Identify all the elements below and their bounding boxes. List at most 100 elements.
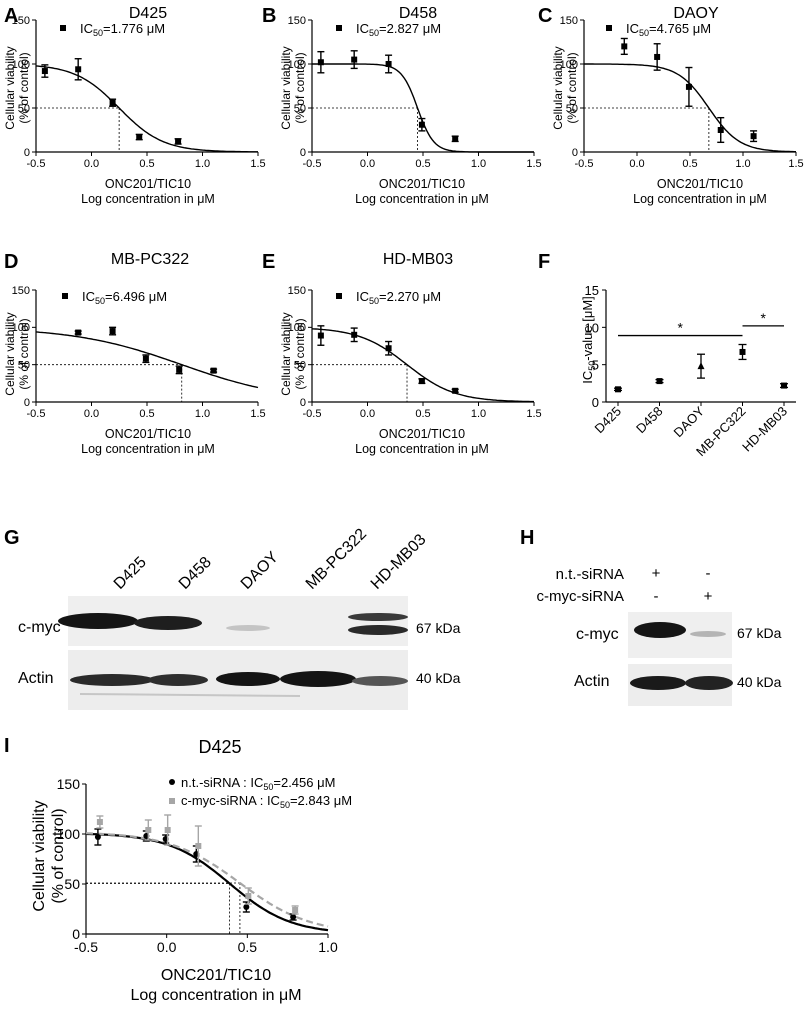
panel-i-xtick-label-1: 0.0 (157, 939, 177, 955)
panel-i-ylabel-1: Cellular viability (31, 800, 48, 911)
panel-i-series-nt-point-4 (243, 904, 250, 910)
panel-f-ytick-label-2: 10 (585, 320, 599, 335)
panel-a-title: D425 (129, 5, 167, 22)
blot-g-actin-band-hdmb03 (352, 676, 408, 686)
panel-b-point-2 (385, 61, 392, 67)
panel-f-significance-star-0: * (678, 320, 684, 336)
panel-i-legend-marker-nt (169, 779, 175, 785)
panel-b-ytick-label-1: 50 (294, 103, 306, 115)
panel-e-ytick-label-2: 100 (288, 322, 306, 334)
panel-letter-h: H (520, 527, 534, 549)
panel-i-series-cmyc-curve (85, 832, 329, 928)
blot-h-row-label-actin: Actin (574, 673, 610, 690)
panel-letter-i: I (4, 735, 10, 757)
panel-e-point-0 (317, 332, 324, 339)
panel-d-xtick-label-3: 1.0 (195, 408, 210, 420)
panel-a-chart: D425 IC50=1.776 μM Cellular viability (%… (3, 5, 266, 206)
panel-a-ytick-label-0: 0 (24, 147, 30, 159)
panel-b-xtick-label-4: 1.5 (526, 158, 541, 170)
panel-i-ytick-label-0: 0 (72, 926, 80, 942)
panel-b-ylabel-1: Cellular viability (279, 46, 293, 129)
panel-d-xlabel-1: ONC201/TIC10 (105, 427, 191, 441)
panel-i-series-cmyc-point-0 (96, 819, 103, 825)
panel-a-point-4 (175, 138, 182, 145)
panel-i-series-cmyc-point-1 (145, 827, 152, 833)
panel-i-ytick-label-3: 150 (57, 776, 81, 792)
panel-e-point-3 (418, 378, 425, 385)
blot-g-actin-band-d458 (148, 674, 208, 686)
blot-h-cond1-mark-2: - (706, 565, 711, 582)
panel-a-xtick-label-1: 0.0 (84, 158, 99, 170)
panel-e-ytick-label-0: 0 (300, 397, 306, 409)
panel-a-point-0 (41, 68, 48, 75)
panel-i-xlabel-2: Log concentration in μM (130, 987, 301, 1004)
panel-a-xlabel-1: ONC201/TIC10 (105, 177, 191, 191)
panel-d-xtick-label-4: 1.5 (250, 408, 265, 420)
panel-b-legend-marker (336, 25, 342, 31)
panel-i-chart: D425 n.t.-siRNA : IC50=2.456 μM c-myc-si… (31, 737, 352, 1004)
blot-h-cond2-label: c-myc-siRNA (537, 588, 625, 605)
panel-e-ylabel-1: Cellular viability (279, 312, 293, 395)
panel-i-xtick-label-2: 0.5 (238, 939, 258, 955)
panel-c-point-0 (621, 43, 628, 50)
panel-c-xlabel-1: ONC201/TIC10 (657, 177, 743, 191)
blot-g-cmyc-band-d458 (134, 616, 202, 630)
panel-c-ylabel-1: Cellular viability (551, 46, 565, 129)
panel-d-legend-marker (62, 293, 68, 299)
panel-i-series-cmyc-point-4 (245, 893, 252, 899)
panel-b-ylabel-2: (% of control) (293, 52, 307, 123)
panel-i-series-cmyc-point-5 (292, 907, 299, 913)
panel-a-xtick-label-2: 0.5 (139, 158, 154, 170)
panel-i-ytick-label-2: 100 (57, 826, 81, 842)
blot-g-lane-label-5: HD-MB03 (368, 531, 430, 593)
panel-e-xlabel-2: Log concentration in μM (355, 442, 489, 456)
panel-d-ylabel-2: (% of control) (17, 318, 31, 389)
panel-f-point-2 (697, 362, 705, 370)
panel-d-ylabel-1: Cellular viability (3, 312, 17, 395)
panel-b-legend: IC50=2.827 μM (356, 21, 441, 38)
panel-a-ytick-label-2: 100 (12, 59, 30, 71)
panel-a-ylabel-1: Cellular viability (3, 46, 17, 129)
panel-d-xtick-label-0: -0.5 (27, 408, 46, 420)
blot-g-actin-faint-band (79, 693, 301, 697)
blot-g-row-label-cmyc: c-myc (18, 619, 61, 636)
panel-b-point-0 (317, 59, 324, 66)
panel-d-point-4 (210, 367, 217, 374)
blot-h-cond1-label: n.t.-siRNA (556, 566, 624, 583)
panel-c-point-4 (750, 133, 757, 140)
panel-b-ytick-label-2: 100 (288, 59, 306, 71)
panel-a-ytick-label-3: 150 (12, 15, 30, 27)
blot-g-row-label-actin: Actin (18, 670, 54, 687)
panel-c-ytick-label-0: 0 (572, 147, 578, 159)
panel-letter-a: A (4, 5, 18, 27)
panel-f-category-label-2: DAOY (670, 403, 707, 440)
blot-h-cmyc-band-nt (634, 622, 686, 638)
panel-d-fit-curve (35, 331, 259, 389)
panel-a-xtick-label-4: 1.5 (250, 158, 265, 170)
panel-c-ytick-label-3: 150 (560, 15, 578, 27)
panel-i-legend-marker-cmyc (169, 798, 175, 804)
panel-e-ytick-label-3: 150 (288, 285, 306, 297)
panel-e-xtick-label-2: 0.5 (415, 408, 430, 420)
panel-c-xtick-label-1: 0.0 (629, 158, 644, 170)
panel-c-point-1 (654, 53, 661, 60)
panel-b-point-4 (452, 135, 459, 142)
panel-d-xtick-label-1: 0.0 (84, 408, 99, 420)
panel-b-xtick-label-0: -0.5 (303, 158, 322, 170)
panel-f-ytick-label-1: 5 (592, 358, 599, 373)
panel-i-series-cmyc-point-2 (164, 827, 171, 833)
panel-e-title: HD-MB03 (383, 251, 453, 268)
panel-f-point-0 (615, 386, 621, 393)
panel-f-point-1 (656, 378, 663, 385)
panel-a-legend-marker (60, 25, 66, 31)
panel-i-ylabel-2: (% of control) (50, 808, 67, 903)
panel-d-point-3 (176, 366, 183, 373)
panel-b-xtick-label-3: 1.0 (471, 158, 486, 170)
blot-g-cmyc-band-d425 (58, 613, 138, 629)
panel-d-ytick-label-1: 50 (18, 360, 30, 372)
blot-h-cond1-mark-1: + (652, 565, 661, 582)
panel-b-title: D458 (399, 5, 437, 22)
panel-a-xtick-label-3: 1.0 (195, 158, 210, 170)
panel-e-xtick-label-1: 0.0 (360, 408, 375, 420)
